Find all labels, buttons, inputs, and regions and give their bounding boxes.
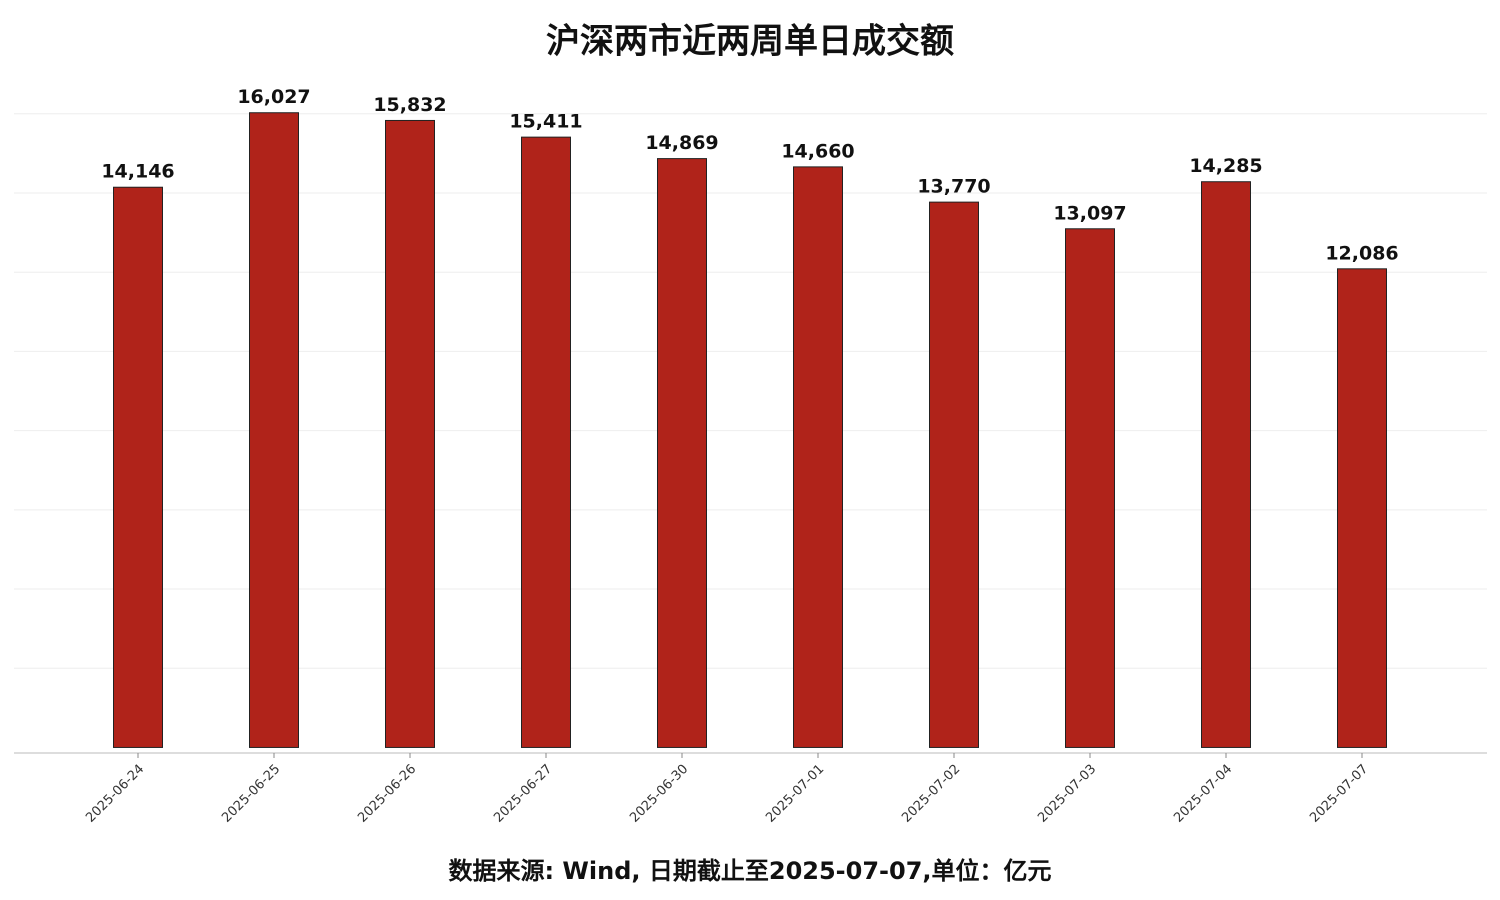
bar bbox=[521, 136, 571, 748]
x-tick-label: 2025-07-07 bbox=[1307, 762, 1371, 826]
bar bbox=[113, 186, 163, 748]
value-label: 15,411 bbox=[509, 111, 582, 133]
x-tick-label: 2025-06-26 bbox=[355, 762, 419, 826]
value-label: 12,086 bbox=[1325, 242, 1398, 264]
bar bbox=[929, 201, 979, 748]
x-tick-label: 2025-07-03 bbox=[1035, 762, 1099, 826]
x-tick-label: 2025-06-24 bbox=[83, 762, 147, 826]
bar bbox=[1337, 268, 1387, 748]
value-label: 15,832 bbox=[373, 94, 446, 116]
x-tick-label: 2025-07-04 bbox=[1171, 762, 1235, 826]
bar bbox=[1065, 228, 1115, 748]
value-label: 13,770 bbox=[917, 176, 990, 198]
bar bbox=[249, 112, 299, 748]
bar bbox=[657, 158, 707, 748]
value-label: 13,097 bbox=[1053, 202, 1126, 224]
x-tick-label: 2025-07-01 bbox=[763, 762, 827, 826]
value-label: 14,869 bbox=[645, 132, 718, 154]
footnote: 数据来源: Wind, 日期截止至2025-07-07,单位：亿元 bbox=[448, 857, 1051, 885]
value-label: 14,146 bbox=[101, 161, 174, 183]
bar bbox=[1201, 181, 1251, 748]
value-label: 16,027 bbox=[237, 86, 310, 108]
bar bbox=[793, 166, 843, 748]
x-tick-label: 2025-06-27 bbox=[491, 762, 555, 826]
bar bbox=[385, 119, 435, 748]
chart-title: 沪深两市近两周单日成交额 bbox=[546, 22, 954, 62]
value-label: 14,285 bbox=[1189, 155, 1262, 177]
x-tick-label: 2025-06-25 bbox=[219, 762, 283, 826]
value-label: 14,660 bbox=[781, 140, 854, 162]
x-tick-label: 2025-06-30 bbox=[627, 762, 691, 826]
x-tick-label: 2025-07-02 bbox=[899, 762, 963, 826]
